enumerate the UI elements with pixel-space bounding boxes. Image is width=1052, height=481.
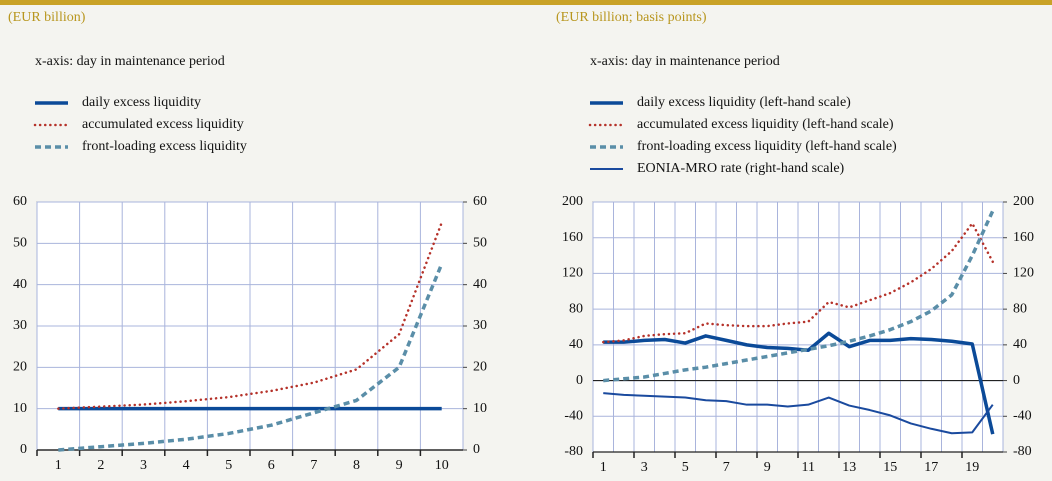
- x-tick-label: 5: [682, 460, 689, 475]
- y2-tick-label: 0: [473, 442, 480, 457]
- y2-tick-label: 20: [473, 360, 487, 375]
- y2-tick-label: 80: [1013, 301, 1027, 316]
- y-tick-label: 120: [562, 266, 583, 281]
- legend-label: accumulated excess liquidity (left-hand …: [637, 117, 894, 132]
- chart-title: (EUR billion; basis points): [556, 10, 707, 25]
- series-line: [603, 331, 995, 435]
- y-tick-label: 30: [13, 318, 27, 333]
- x-tick-label: 15: [883, 460, 897, 475]
- x-tick-label: 9: [764, 460, 771, 475]
- legend-label: front-loading excess liquidity (left-han…: [637, 139, 897, 154]
- x-tick-label: 3: [140, 458, 147, 473]
- y-tick-label: 40: [13, 277, 27, 292]
- y-tick-label: 40: [569, 337, 583, 352]
- y2-tick-label: 10: [473, 401, 487, 416]
- y-tick-label: -40: [564, 409, 583, 424]
- y2-tick-label: 30: [473, 318, 487, 333]
- y-tick-label: 60: [13, 194, 27, 209]
- x-tick-label: 5: [225, 458, 232, 473]
- legend-label: daily excess liquidity (left-hand scale): [637, 95, 851, 110]
- y-tick-label: 50: [13, 236, 27, 251]
- y2-tick-label: 200: [1013, 194, 1034, 209]
- y-tick-label: 10: [13, 401, 27, 416]
- x-tick-label: 19: [965, 460, 979, 475]
- y2-tick-label: 40: [473, 277, 487, 292]
- x-tick-label: 7: [310, 458, 317, 473]
- x-tick-label: 13: [842, 460, 856, 475]
- y-tick-label: 80: [569, 301, 583, 316]
- x-tick-label: 11: [802, 460, 815, 475]
- y2-tick-label: -40: [1013, 409, 1032, 424]
- x-tick-label: 1: [55, 458, 62, 473]
- x-tick-label: 17: [924, 460, 938, 475]
- y2-tick-label: 160: [1013, 230, 1034, 245]
- y-tick-label: 0: [576, 373, 583, 388]
- y-tick-label: 20: [13, 360, 27, 375]
- legend-label: EONIA-MRO rate (right-hand scale): [637, 161, 845, 176]
- series-line: [603, 210, 995, 383]
- y-tick-label: 160: [562, 230, 583, 245]
- y2-tick-label: 40: [1013, 337, 1027, 352]
- y2-tick-label: -80: [1013, 444, 1032, 459]
- x-tick-label: 4: [183, 458, 190, 473]
- x-tick-label: 6: [268, 458, 275, 473]
- x-tick-label: 9: [396, 458, 403, 473]
- x-tick-label: 10: [435, 458, 449, 473]
- axis-note: x-axis: day in maintenance period: [35, 54, 225, 69]
- top-bar: [0, 0, 1052, 5]
- y-tick-label: -80: [564, 444, 583, 459]
- y-tick-label: 200: [562, 194, 583, 209]
- y2-tick-label: 50: [473, 236, 487, 251]
- x-tick-label: 2: [97, 458, 104, 473]
- chart-title: (EUR billion): [8, 10, 86, 25]
- y2-tick-label: 0: [1013, 373, 1020, 388]
- y-tick-label: 0: [20, 442, 27, 457]
- series-line: [603, 392, 994, 435]
- legend-label: accumulated excess liquidity: [82, 117, 244, 132]
- legend-label: daily excess liquidity: [82, 95, 201, 110]
- axis-note: x-axis: day in maintenance period: [590, 54, 780, 69]
- y2-tick-label: 60: [473, 194, 487, 209]
- x-tick-label: 1: [600, 460, 607, 475]
- legend-label: front-loading excess liquidity: [82, 139, 247, 154]
- x-tick-label: 7: [723, 460, 730, 475]
- series-line: [58, 263, 444, 452]
- x-tick-label: 8: [353, 458, 360, 473]
- series-line: [602, 222, 994, 344]
- y2-tick-label: 120: [1013, 266, 1034, 281]
- x-tick-label: 3: [641, 460, 648, 475]
